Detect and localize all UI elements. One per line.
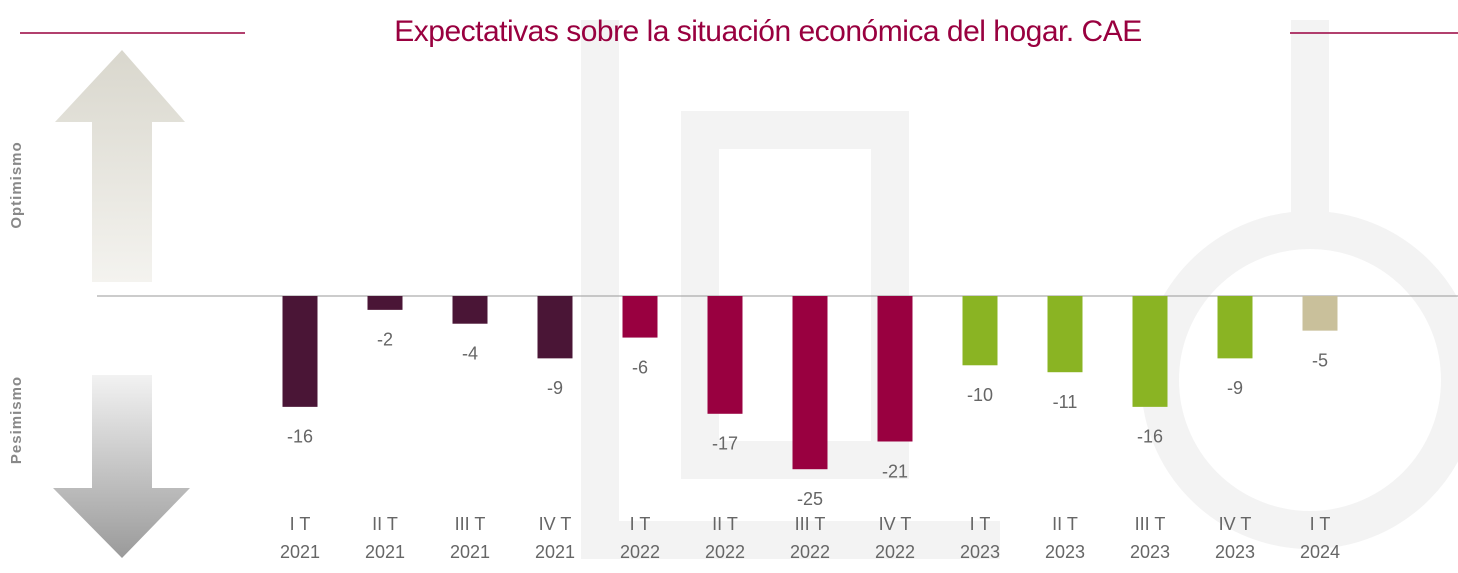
x-tick-label: 2022 <box>875 542 915 562</box>
value-label: -9 <box>1227 378 1243 398</box>
value-label: -11 <box>1053 392 1078 412</box>
value-label: -16 <box>1137 427 1163 447</box>
x-tick-label: I T <box>290 514 311 534</box>
value-label: -6 <box>632 357 648 377</box>
value-label: -5 <box>1312 350 1328 370</box>
x-tick-label: IV T <box>879 514 912 534</box>
x-tick-label: 2022 <box>705 542 745 562</box>
bar <box>793 296 828 469</box>
bar <box>1218 296 1253 358</box>
value-label: -25 <box>797 489 823 509</box>
chart: Optimismo Pesimismo Expectativas sobre l… <box>0 0 1458 573</box>
bar <box>538 296 573 358</box>
value-label: -2 <box>377 330 393 350</box>
x-tick-label: II T <box>372 514 398 534</box>
arrow-up <box>55 50 185 282</box>
x-tick-label: 2023 <box>1130 542 1170 562</box>
x-tick-label: II T <box>1052 514 1078 534</box>
x-tick-label: 2021 <box>365 542 405 562</box>
bar <box>453 296 488 324</box>
x-tick-label: 2022 <box>790 542 830 562</box>
bar <box>708 296 743 414</box>
x-tick-label: I T <box>630 514 651 534</box>
value-label: -4 <box>462 343 478 363</box>
value-label: -17 <box>712 434 738 454</box>
x-tick-label: 2023 <box>1045 542 1085 562</box>
x-tick-label: IV T <box>539 514 572 534</box>
x-tick-label: 2024 <box>1300 542 1340 562</box>
side-label: Optimismo <box>8 141 25 228</box>
bar <box>623 296 658 338</box>
value-label: -9 <box>547 378 563 398</box>
x-tick-label: I T <box>1310 514 1331 534</box>
x-tick-label: 2023 <box>1215 542 1255 562</box>
chart-title: Expectativas sobre la situación económic… <box>394 15 1141 48</box>
bar <box>368 296 403 310</box>
bar <box>963 296 998 365</box>
x-tick-label: 2021 <box>535 542 575 562</box>
x-tick-label: 2023 <box>960 542 1000 562</box>
x-tick-label: II T <box>712 514 738 534</box>
bar <box>283 296 318 407</box>
x-tick-label: I T <box>970 514 991 534</box>
x-tick-label: III T <box>795 514 826 534</box>
bar <box>1303 296 1338 331</box>
x-tick-label: 2021 <box>450 542 490 562</box>
value-label: -10 <box>967 385 993 405</box>
value-label: -16 <box>287 427 313 447</box>
x-tick-label: III T <box>1135 514 1166 534</box>
side-label: Pesimismo <box>8 376 25 464</box>
x-tick-label: 2021 <box>280 542 320 562</box>
value-label: -21 <box>882 461 908 481</box>
bar <box>1048 296 1083 372</box>
bar <box>878 296 913 442</box>
watermark <box>600 20 1458 540</box>
bar <box>1133 296 1168 407</box>
x-tick-label: IV T <box>1219 514 1252 534</box>
arrow-down <box>53 375 190 558</box>
x-tick-label: 2022 <box>620 542 660 562</box>
x-tick-label: III T <box>455 514 486 534</box>
